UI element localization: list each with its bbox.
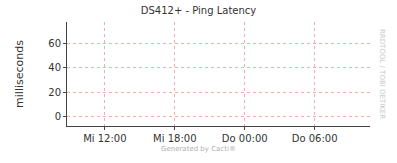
svg-text:Generated by Cacti®: Generated by Cacti® xyxy=(161,145,236,153)
svg-text:20: 20 xyxy=(48,87,61,98)
svg-text:0: 0 xyxy=(55,111,61,122)
svg-text:DS412+ - Ping Latency: DS412+ - Ping Latency xyxy=(141,5,257,16)
svg-text:Do 06:00: Do 06:00 xyxy=(292,133,338,144)
svg-text:Mi 18:00: Mi 18:00 xyxy=(153,133,196,144)
svg-text:milliseconds: milliseconds xyxy=(13,40,26,108)
svg-text:60: 60 xyxy=(48,38,61,49)
svg-text:Mi 12:00: Mi 12:00 xyxy=(83,133,126,144)
svg-text:40: 40 xyxy=(48,62,61,73)
svg-text:Do 00:00: Do 00:00 xyxy=(222,133,268,144)
svg-text:RRDTOOL / TOBI OETIKER: RRDTOOL / TOBI OETIKER xyxy=(378,29,386,119)
